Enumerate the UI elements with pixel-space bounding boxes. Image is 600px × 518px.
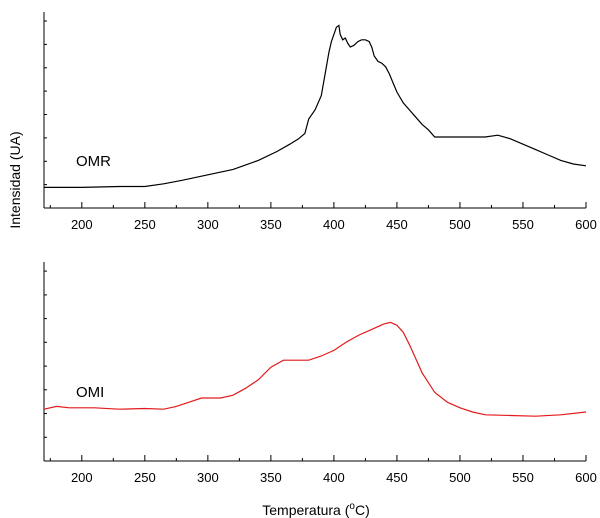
bottom-panel: 200 250 300 350 400 450 500 550 600 OMI [43, 262, 597, 485]
x-tick-label: 600 [575, 217, 597, 232]
x-tick-label: 400 [323, 470, 345, 485]
x-axis-label: Temperatura (oC) [262, 501, 370, 518]
top-y-ticks [44, 20, 47, 186]
x-tick-label: 550 [512, 470, 534, 485]
x-tick-label: 450 [386, 470, 408, 485]
x-tick-label: 350 [260, 217, 282, 232]
series-label-omi: OMI [76, 384, 104, 401]
x-tick-label: 250 [134, 217, 156, 232]
x-tick-label: 300 [197, 217, 219, 232]
series-label-omr: OMR [76, 153, 111, 170]
x-tick-label: 450 [386, 217, 408, 232]
bottom-x-ticks: 200 250 300 350 400 450 500 550 600 [49, 455, 597, 485]
series-line-omr [44, 24, 587, 188]
x-tick-label: 200 [71, 217, 93, 232]
bottom-y-ticks [44, 270, 47, 438]
x-tick-label: 250 [134, 470, 156, 485]
x-tick-label: 300 [197, 470, 219, 485]
x-tick-label: 200 [71, 470, 93, 485]
x-tick-label: 350 [260, 470, 282, 485]
x-tick-label: 400 [323, 217, 345, 232]
top-x-ticks: 200 250 300 350 400 450 500 550 600 [49, 202, 597, 232]
top-panel: 200 250 300 350 400 450 500 550 600 OMR [43, 12, 597, 232]
x-tick-label: 550 [512, 217, 534, 232]
y-axis-label: Intensidad (UA) [7, 131, 23, 228]
series-line-omi [43, 321, 587, 417]
x-tick-label: 500 [449, 470, 471, 485]
x-tick-label: 500 [449, 217, 471, 232]
x-tick-label: 600 [575, 470, 597, 485]
